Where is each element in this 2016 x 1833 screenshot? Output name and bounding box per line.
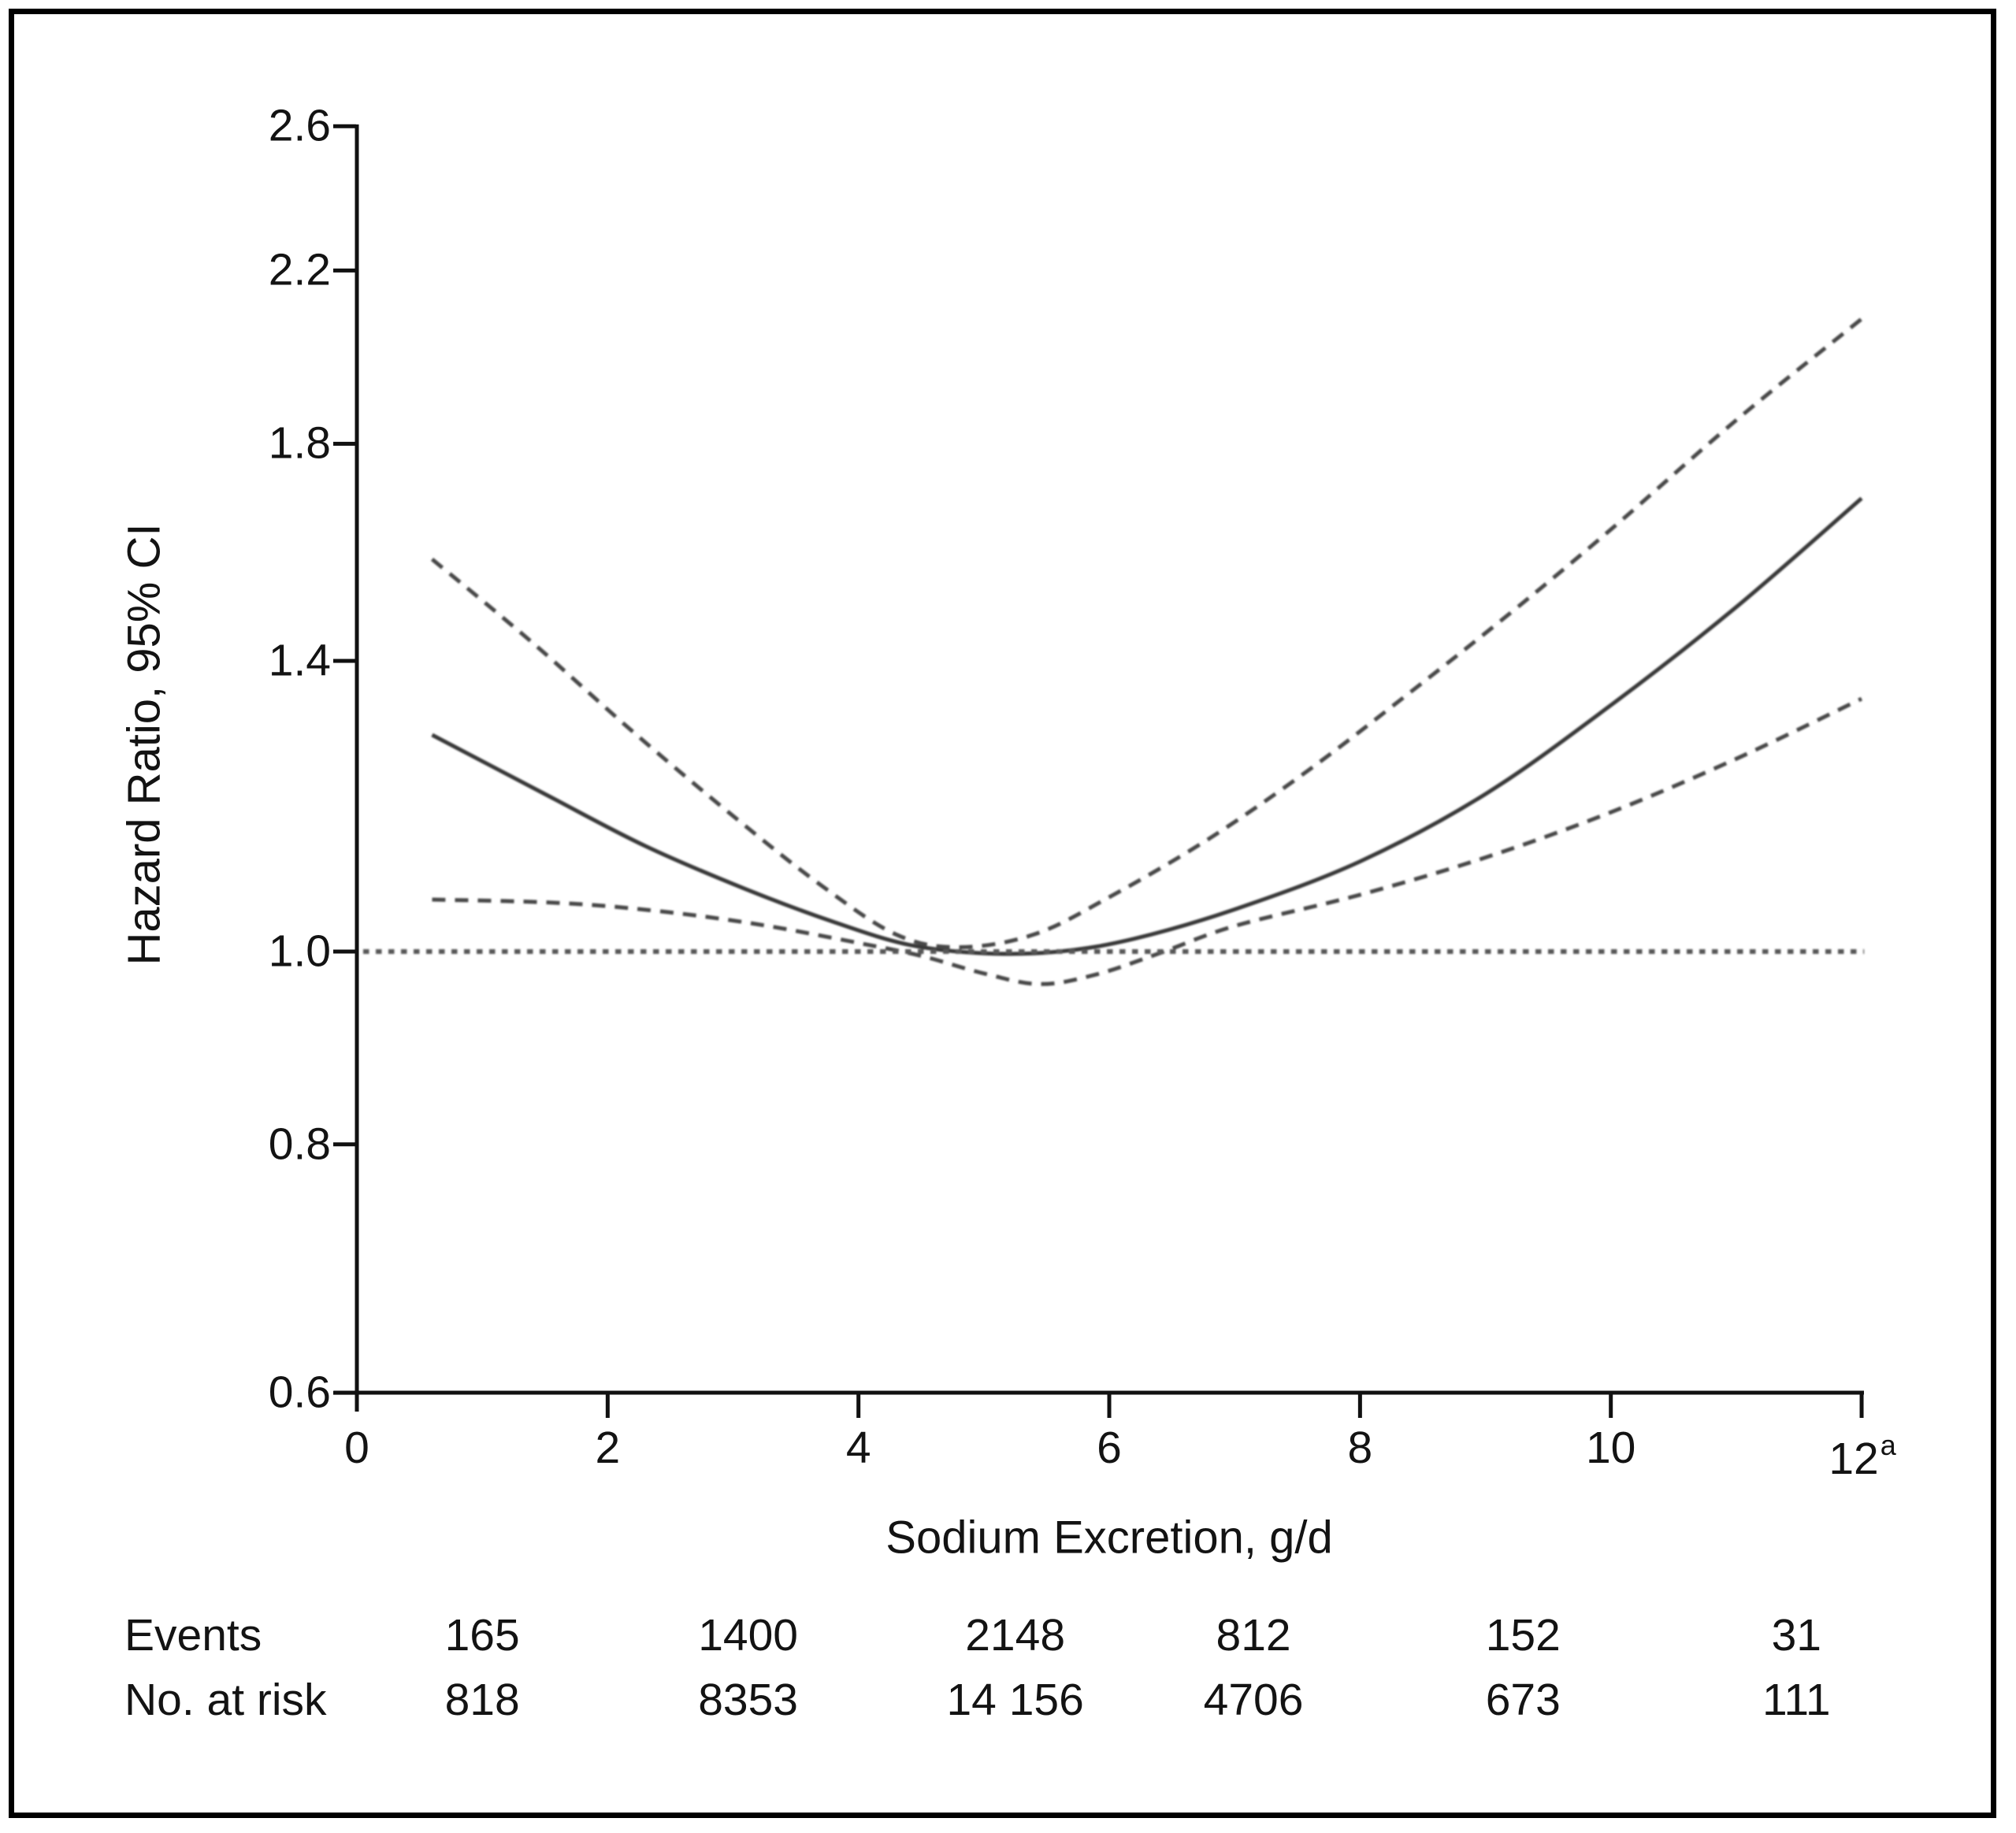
x-tick-label-text: 10 xyxy=(1585,1423,1636,1473)
y-tick-label: 2.6 xyxy=(268,100,331,151)
x-tick-label-text: 12 xyxy=(1829,1434,1879,1484)
x-tick-label: 2 xyxy=(513,1426,702,1471)
x-tick-label-text: 8 xyxy=(1347,1423,1373,1473)
x-tick-label-text: 2 xyxy=(595,1423,621,1473)
x-tick-label: 12a xyxy=(1767,1426,1956,1482)
x-axis-title: Sodium Excretion, g/d xyxy=(885,1512,1333,1564)
table-cell: 4706 xyxy=(1203,1675,1304,1725)
table-row-label-no-at-risk: No. at risk xyxy=(124,1675,327,1725)
table-row-label-events: Events xyxy=(124,1610,262,1660)
series-upper-95pct-ci xyxy=(430,317,1863,950)
y-tick-label: 1.0 xyxy=(268,926,331,977)
y-tick-label: 2.2 xyxy=(268,244,331,295)
y-tick-label: 1.4 xyxy=(268,635,331,686)
table-cell: 8353 xyxy=(698,1675,799,1725)
series-hazard-ratio-estimate xyxy=(431,496,1863,956)
x-tick-label-text: 4 xyxy=(845,1423,871,1473)
x-tick-label-text: 6 xyxy=(1097,1423,1122,1473)
y-tick-label: 1.8 xyxy=(268,417,331,469)
x-tick-superscript: a xyxy=(1880,1429,1896,1461)
curves xyxy=(363,317,1865,986)
table-cell: 673 xyxy=(1485,1675,1561,1725)
x-tick-label: 8 xyxy=(1265,1426,1454,1471)
series-lower-95pct-ci xyxy=(432,696,1863,986)
figure-frame xyxy=(9,9,1996,1818)
table-cell: 111 xyxy=(1762,1675,1831,1725)
y-tick-label: 0.6 xyxy=(268,1367,331,1418)
x-tick-label: 4 xyxy=(764,1426,953,1471)
table-cell: 818 xyxy=(444,1675,520,1725)
axes xyxy=(333,124,1864,1418)
x-tick-label: 0 xyxy=(262,1426,451,1471)
x-tick-label-text: 0 xyxy=(344,1423,369,1473)
table-cell: 31 xyxy=(1771,1610,1821,1660)
x-tick-label: 10 xyxy=(1517,1426,1706,1471)
table-cell: 165 xyxy=(444,1610,520,1660)
y-axis-title: Hazard Ratio, 95% CI xyxy=(118,523,170,966)
table-cell: 1400 xyxy=(698,1610,799,1660)
y-tick-label: 0.8 xyxy=(268,1119,331,1170)
table-cell: 812 xyxy=(1216,1610,1291,1660)
table-cell: 2148 xyxy=(965,1610,1066,1660)
x-tick-label: 6 xyxy=(1015,1426,1204,1471)
table-cell: 14 156 xyxy=(946,1675,1084,1725)
table-cell: 152 xyxy=(1485,1610,1561,1660)
